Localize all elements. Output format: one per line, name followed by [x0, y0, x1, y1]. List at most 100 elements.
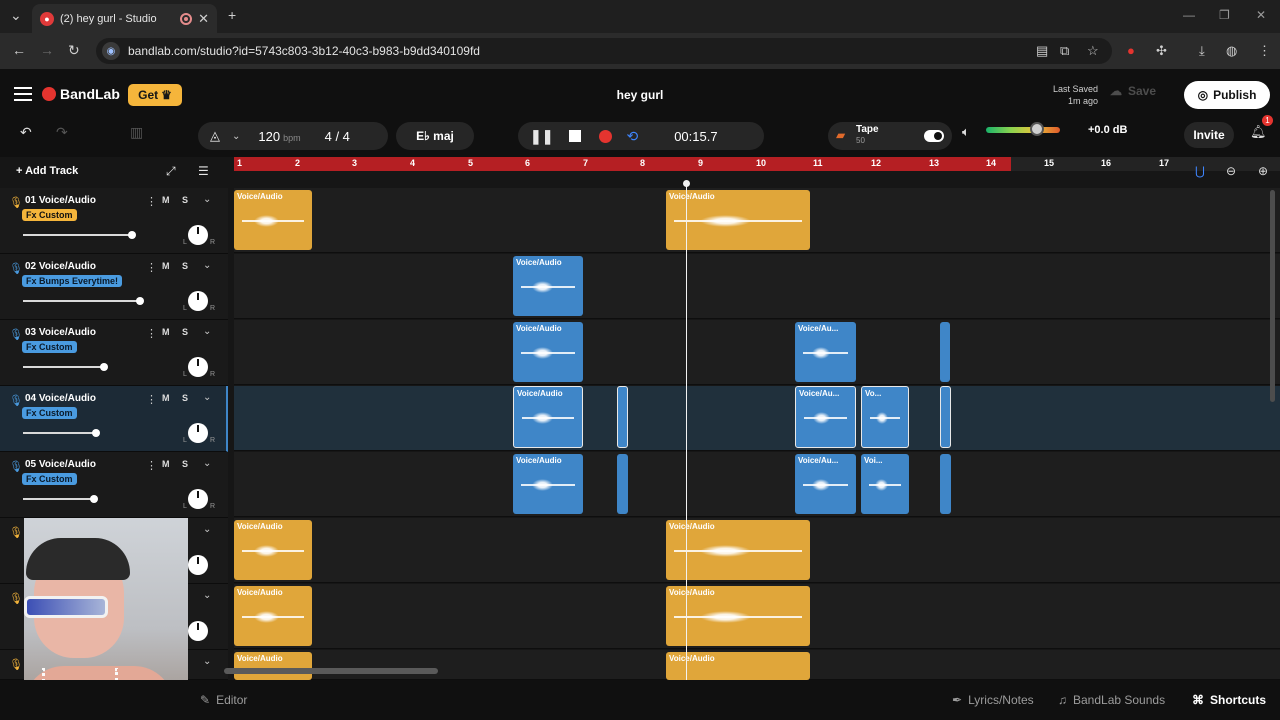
track-volume-slider[interactable]	[23, 234, 131, 236]
fx-badge[interactable]: Fx Custom	[22, 341, 77, 353]
audio-clip[interactable]: Voice/Audio	[666, 520, 810, 580]
solo-button[interactable]: S	[182, 393, 189, 403]
pause-icon[interactable]: ❚❚	[530, 127, 554, 144]
solo-button[interactable]: S	[182, 261, 189, 271]
stop-icon[interactable]	[569, 130, 582, 142]
get-membership-button[interactable]: Get ♛	[128, 84, 182, 106]
audio-clip[interactable]: Voice/Audio	[666, 652, 810, 680]
audio-clip[interactable]: Voice/Au...	[795, 454, 856, 514]
track-volume-slider[interactable]	[23, 498, 93, 500]
track-more-icon[interactable]: ⋮	[146, 196, 157, 208]
forward-icon[interactable]: →	[40, 42, 54, 58]
audio-clip[interactable]: Voice/Audio	[234, 652, 312, 680]
mute-button[interactable]: M	[162, 261, 170, 271]
audio-clip[interactable]: Voice/Audio	[513, 322, 583, 382]
mute-button[interactable]: M	[162, 327, 170, 337]
track-more-icon[interactable]: ⋮	[146, 262, 157, 274]
track-lane[interactable]: Voice/Audio Voice/Audio	[234, 518, 1280, 583]
audio-clip-selected[interactable]	[617, 386, 628, 448]
track-expand-chevron-icon[interactable]: ⌄	[203, 458, 212, 469]
track-volume-handle[interactable]	[100, 363, 108, 371]
zoom-in-icon[interactable]: ⊕	[1258, 164, 1269, 178]
cast-icon[interactable]: ⧉	[1060, 43, 1070, 58]
fx-badge[interactable]: Fx Custom	[22, 209, 77, 221]
shortcuts-button[interactable]: ⌘ Shortcuts	[1192, 693, 1266, 707]
song-title[interactable]: hey gurl	[616, 88, 664, 102]
track-expand-chevron-icon[interactable]: ⌄	[203, 524, 212, 535]
track-volume-slider[interactable]	[23, 300, 139, 302]
track-volume-handle[interactable]	[136, 297, 144, 305]
track-more-icon[interactable]: ⋮	[146, 328, 157, 340]
track-more-icon[interactable]: ⋮	[146, 460, 157, 472]
notification-bell-icon[interactable]: 🔔︎	[1250, 124, 1267, 139]
reading-mode-icon[interactable]: ▤	[1036, 43, 1049, 58]
audio-clip[interactable]: Voice/Audio	[666, 190, 810, 250]
track-pan-knob[interactable]	[188, 291, 208, 311]
playhead[interactable]	[686, 182, 687, 680]
url-field[interactable]: ◉ bandlab.com/studio?id=5743c803-3b12-40…	[96, 38, 1112, 64]
track-pan-knob[interactable]	[188, 225, 208, 245]
track-lane-selected[interactable]: Voice/Audio Voice/Au... Vo...	[234, 386, 1280, 451]
save-button[interactable]: ☁ Save	[1110, 84, 1156, 98]
track-expand-chevron-icon[interactable]: ⌄	[203, 260, 212, 271]
browser-tab[interactable]: ● (2) hey gurl - Studio ✕	[32, 4, 217, 33]
track-lane[interactable]: Voice/Audio Voice/Audio	[234, 650, 1280, 680]
track-name[interactable]: 03 Voice/Audio	[25, 327, 96, 338]
mixer-settings-icon[interactable]: ☰	[198, 164, 209, 178]
track-name[interactable]: 04 Voice/Audio	[25, 393, 96, 404]
solo-button[interactable]: S	[182, 327, 189, 337]
automation-icon[interactable]: ⤢	[166, 164, 176, 178]
minimize-icon[interactable]: —	[1183, 8, 1195, 22]
reload-icon[interactable]: ↻	[68, 42, 80, 58]
track-pan-knob[interactable]	[188, 621, 208, 641]
metronome-chevron-icon[interactable]: ⌄	[232, 130, 241, 142]
zoom-out-icon[interactable]: ⊖	[1226, 164, 1237, 178]
track-expand-chevron-icon[interactable]: ⌄	[203, 392, 212, 403]
track-pan-knob[interactable]	[188, 555, 208, 575]
track-pan-knob[interactable]	[188, 489, 208, 509]
snap-magnet-icon[interactable]: ⋃	[1195, 164, 1205, 178]
horizontal-scrollbar[interactable]	[224, 668, 438, 674]
track-header[interactable]: 🎙︎ 02 Voice/Audio Fx Bumps Everytime! ⋮ …	[0, 254, 228, 320]
close-window-icon[interactable]: ✕	[1256, 8, 1267, 22]
mute-button[interactable]: M	[162, 195, 170, 205]
loop-icon[interactable]: ⟲	[626, 127, 639, 144]
lyrics-notes-button[interactable]: ✒ Lyrics/Notes	[952, 693, 1034, 707]
editor-button[interactable]: ✎ Editor	[200, 693, 247, 707]
bandlab-logo[interactable]: BandLab	[42, 86, 120, 102]
record-icon[interactable]	[599, 129, 613, 143]
track-lane[interactable]: Voice/Audio	[234, 254, 1280, 319]
menu-hamburger-icon[interactable]	[14, 87, 32, 101]
audio-clip-selected[interactable]: Voice/Au...	[795, 386, 856, 448]
audio-clip-selected[interactable]	[940, 386, 951, 448]
master-volume-slider[interactable]	[986, 127, 1060, 133]
tape-toggle[interactable]	[924, 130, 944, 142]
bpm-field[interactable]: 120 bpm	[258, 129, 300, 144]
track-more-icon[interactable]: ⋮	[146, 394, 157, 406]
track-expand-chevron-icon[interactable]: ⌄	[203, 656, 212, 667]
profile-avatar-icon[interactable]: ◍	[1226, 43, 1238, 58]
close-tab-icon[interactable]: ✕	[198, 10, 209, 26]
audio-clip[interactable]: Voice/Audio	[234, 190, 312, 250]
track-expand-chevron-icon[interactable]: ⌄	[203, 326, 212, 337]
invite-button[interactable]: Invite	[1184, 122, 1234, 148]
track-volume-handle[interactable]	[128, 231, 136, 239]
download-icon[interactable]: ⤓	[1199, 43, 1205, 58]
extensions-puzzle-icon[interactable]: ✣	[1156, 43, 1167, 58]
audio-clip[interactable]: Voice/Audio	[234, 586, 312, 646]
add-track-button[interactable]: + Add Track	[16, 165, 78, 177]
track-pan-knob[interactable]	[188, 357, 208, 377]
track-volume-slider[interactable]	[23, 432, 95, 434]
audio-clip[interactable]	[617, 454, 628, 514]
audio-clip[interactable]: Voice/Audio	[666, 586, 810, 646]
track-lane[interactable]: Voice/Audio Voice/Au... Voi...	[234, 452, 1280, 517]
fx-badge[interactable]: Fx Bumps Everytime!	[22, 275, 123, 287]
audio-clip[interactable]	[940, 322, 950, 382]
audio-clip[interactable]: Voice/Audio	[513, 454, 583, 514]
audio-clip-selected[interactable]: Vo...	[861, 386, 909, 448]
mute-button[interactable]: M	[162, 393, 170, 403]
